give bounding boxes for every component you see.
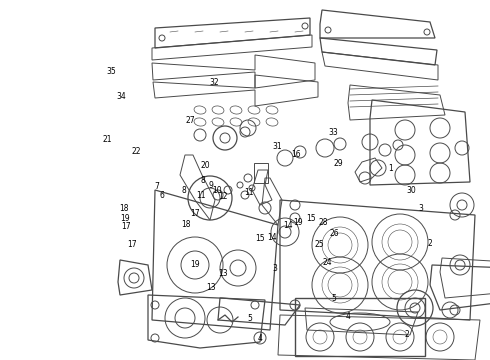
Text: 5: 5: [332, 294, 337, 303]
Text: 1: 1: [389, 164, 393, 173]
Text: 4: 4: [345, 311, 350, 320]
Text: 29: 29: [333, 159, 343, 168]
Text: 16: 16: [292, 150, 301, 159]
Text: 35: 35: [107, 67, 117, 76]
Text: 2: 2: [404, 330, 409, 339]
Text: 14: 14: [283, 221, 293, 230]
Text: 13: 13: [206, 284, 216, 292]
Text: 30: 30: [407, 186, 416, 195]
Bar: [254, 163, 268, 183]
Text: 33: 33: [328, 128, 338, 137]
Text: 21: 21: [102, 135, 112, 144]
Text: 3: 3: [272, 264, 277, 273]
Text: 18: 18: [181, 220, 191, 229]
Text: 31: 31: [272, 143, 282, 152]
Text: 5: 5: [247, 314, 252, 323]
Text: 8: 8: [181, 186, 186, 195]
Text: 17: 17: [127, 240, 137, 249]
Text: 28: 28: [318, 218, 328, 227]
Text: 11: 11: [196, 192, 206, 200]
Text: 27: 27: [185, 116, 195, 125]
Text: 10: 10: [212, 186, 222, 195]
Text: 13: 13: [218, 269, 228, 278]
Text: 11: 11: [244, 189, 254, 198]
Text: 17: 17: [121, 222, 131, 231]
Text: 26: 26: [329, 229, 339, 238]
Text: 4: 4: [257, 334, 262, 343]
Text: 32: 32: [210, 78, 220, 87]
Text: 25: 25: [315, 240, 324, 249]
Text: 15: 15: [255, 234, 265, 243]
Text: 6: 6: [159, 191, 164, 200]
Text: 18: 18: [119, 204, 129, 213]
Text: 14: 14: [267, 233, 277, 242]
Text: 34: 34: [117, 92, 126, 101]
Text: 2: 2: [428, 239, 433, 248]
Text: 20: 20: [200, 161, 210, 170]
Text: 3: 3: [418, 204, 423, 213]
Text: 19: 19: [190, 260, 200, 269]
Bar: [295, 298, 425, 356]
Text: 12: 12: [218, 192, 228, 201]
Text: 17: 17: [190, 209, 200, 217]
Text: 9: 9: [208, 181, 213, 189]
Text: 22: 22: [131, 147, 141, 156]
Text: 15: 15: [306, 215, 316, 223]
Text: 7: 7: [154, 182, 159, 191]
Text: 24: 24: [322, 258, 332, 267]
Text: 19: 19: [293, 218, 303, 227]
Text: 8: 8: [200, 176, 205, 185]
Text: 19: 19: [120, 215, 130, 223]
